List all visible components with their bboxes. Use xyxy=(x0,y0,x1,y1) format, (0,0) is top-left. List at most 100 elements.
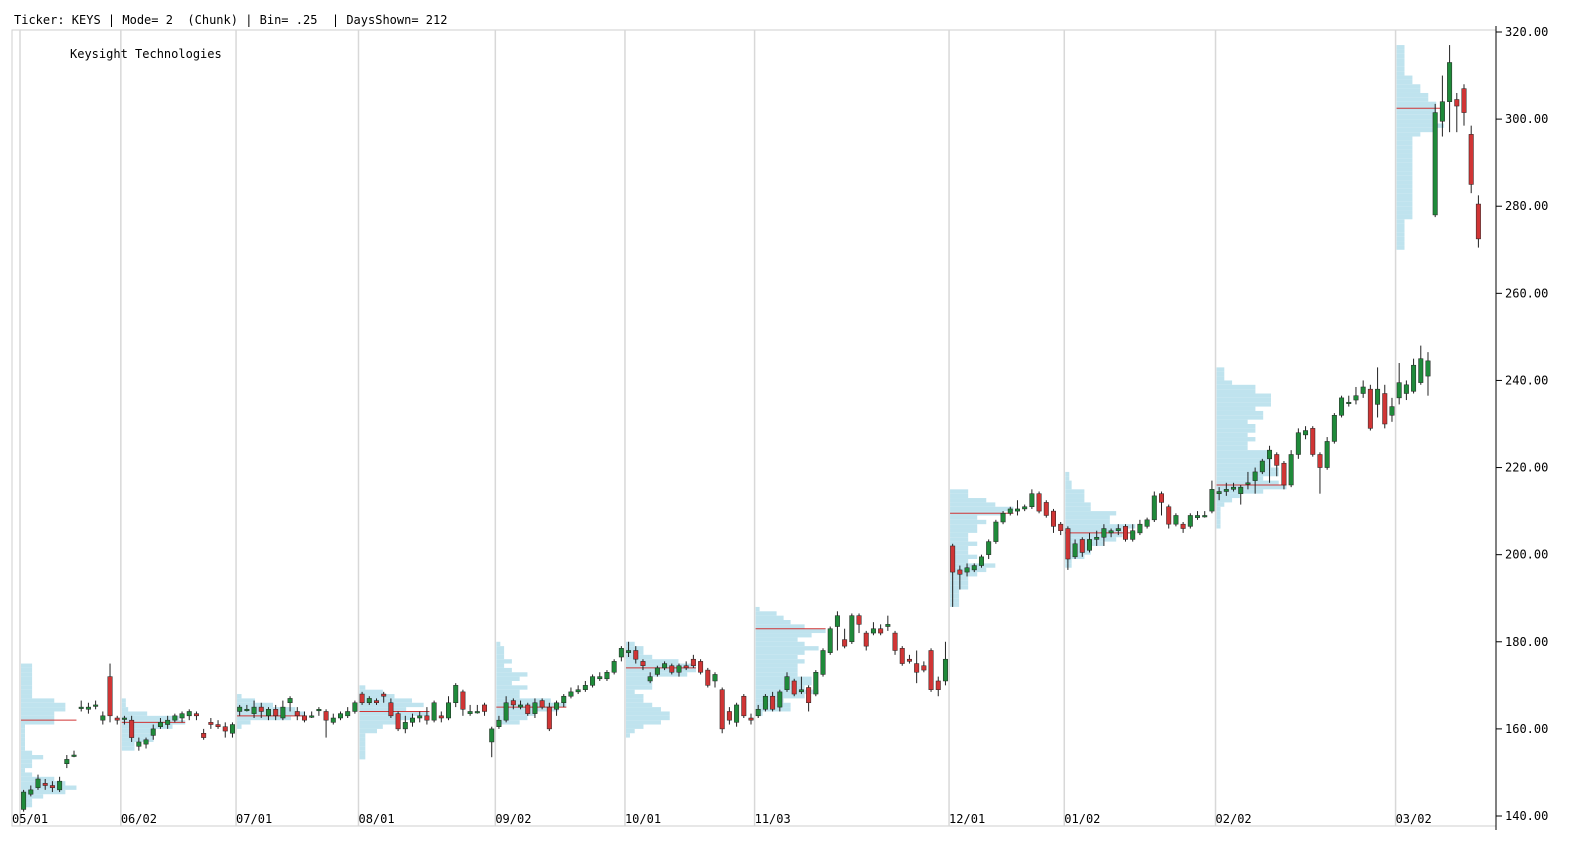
candle-up xyxy=(662,663,668,669)
volume-profile-bar xyxy=(359,698,412,703)
volume-profile-bar xyxy=(950,506,1014,512)
candle-up xyxy=(121,717,127,720)
candle-down xyxy=(705,669,711,686)
candle-up xyxy=(1360,386,1366,394)
volume-profile-bar xyxy=(21,680,33,686)
candle-up xyxy=(1216,491,1222,494)
candle-up xyxy=(618,648,624,658)
volume-profile-bar xyxy=(1216,524,1221,529)
candle-up xyxy=(1418,358,1424,383)
y-tick-label: 160.00 xyxy=(1505,722,1548,736)
volume-profile-bar xyxy=(21,746,25,751)
volume-profile-bar xyxy=(950,580,969,586)
volume-profile-bar xyxy=(21,720,55,725)
volume-profile-bar xyxy=(1216,476,1264,481)
candle-up xyxy=(78,706,84,709)
volume-profile-bar xyxy=(21,667,33,673)
x-tick-label: 01/02 xyxy=(1064,812,1100,826)
volume-profile-bar xyxy=(755,650,805,655)
volume-profile-bar xyxy=(950,502,996,507)
volume-profile-bar xyxy=(1396,153,1413,159)
volume-profile-bar xyxy=(755,633,812,638)
candle-up xyxy=(1324,441,1330,468)
candle-up xyxy=(611,661,617,673)
volume-profile-bar xyxy=(625,728,635,734)
candle-down xyxy=(460,691,466,710)
volume-profile-bar xyxy=(950,598,960,603)
volume-profile-bar xyxy=(755,654,798,660)
volume-profile-bar xyxy=(1065,489,1085,494)
volume-profile-bar xyxy=(21,759,33,764)
volume-profile-bar xyxy=(1065,476,1070,481)
candle-up xyxy=(1432,112,1438,216)
volume-profile-bar xyxy=(625,698,644,703)
volume-profile-bar xyxy=(1065,545,1091,551)
volume-profile-bar xyxy=(496,711,536,716)
volume-profile-bar xyxy=(1396,201,1413,207)
candle-down xyxy=(374,700,379,704)
volume-profile-bar xyxy=(1216,424,1256,429)
volume-profile-bar xyxy=(1216,415,1264,420)
volume-profile-bar xyxy=(1396,193,1413,198)
volume-profile-bar xyxy=(1216,519,1221,525)
candle-up xyxy=(1375,388,1381,405)
candle-up xyxy=(150,728,156,736)
x-tick-label: 02/02 xyxy=(1216,812,1252,826)
candle-up xyxy=(654,667,660,675)
volume-profile-bar xyxy=(121,741,135,747)
candle-up xyxy=(338,713,343,719)
candle-up xyxy=(532,702,538,714)
volume-profile-bar xyxy=(21,676,33,681)
volume-profile-bar xyxy=(1396,145,1413,150)
candle-up xyxy=(827,628,833,653)
candle-down xyxy=(510,700,516,706)
volume-profile-bar xyxy=(1396,206,1413,211)
chart-title: Ticker: KEYS | Mode= 2 (Chunk) | Bin= .2… xyxy=(14,13,448,27)
volume-profile-bar xyxy=(1216,384,1256,390)
volume-profile-bar xyxy=(625,715,670,721)
volume-profile-bar xyxy=(1396,140,1413,146)
candle-down xyxy=(892,632,898,651)
candle-down xyxy=(957,569,963,575)
candle-down xyxy=(201,732,207,738)
candle-down xyxy=(1051,510,1056,527)
candle-up xyxy=(798,689,804,693)
volume-profile-bar xyxy=(359,707,407,712)
candle-up xyxy=(870,628,876,634)
candle-up xyxy=(1029,493,1035,508)
candle-down xyxy=(1281,462,1287,486)
candle-up xyxy=(496,719,502,727)
candle-up xyxy=(626,650,632,653)
candle-down xyxy=(1461,88,1467,113)
volume-profile-bar xyxy=(755,637,798,642)
volume-profile-bar xyxy=(625,694,644,699)
volume-profile-bar xyxy=(21,685,33,690)
candle-up xyxy=(229,724,235,734)
volume-profile-bar xyxy=(625,702,653,708)
volume-profile-bar xyxy=(1216,367,1225,372)
volume-profile-bar xyxy=(950,545,969,551)
candle-up xyxy=(489,728,495,743)
candle-down xyxy=(1317,454,1323,468)
y-tick-label: 300.00 xyxy=(1505,112,1548,126)
candle-up xyxy=(964,567,970,573)
volume-profile-bar xyxy=(237,715,291,721)
volume-profile-bar xyxy=(625,720,661,725)
volume-profile-bar xyxy=(496,641,501,647)
candle-up xyxy=(885,624,891,627)
candle-up xyxy=(265,709,271,717)
volume-profile-bar xyxy=(950,559,969,564)
candle-up xyxy=(1137,523,1143,534)
volume-profile-bar xyxy=(1396,175,1413,181)
candle-up xyxy=(330,717,336,723)
volume-profile-bar xyxy=(1216,380,1233,385)
candle-down xyxy=(1454,99,1460,107)
volume-profile-bar xyxy=(21,728,25,734)
candle-up xyxy=(1238,486,1244,494)
volume-profile-bar xyxy=(950,528,978,533)
candle-down xyxy=(719,689,725,730)
candle-up xyxy=(971,565,977,571)
volume-profile-bar xyxy=(1065,550,1091,555)
candle-down xyxy=(323,711,329,721)
volume-profile-bar xyxy=(237,724,242,729)
